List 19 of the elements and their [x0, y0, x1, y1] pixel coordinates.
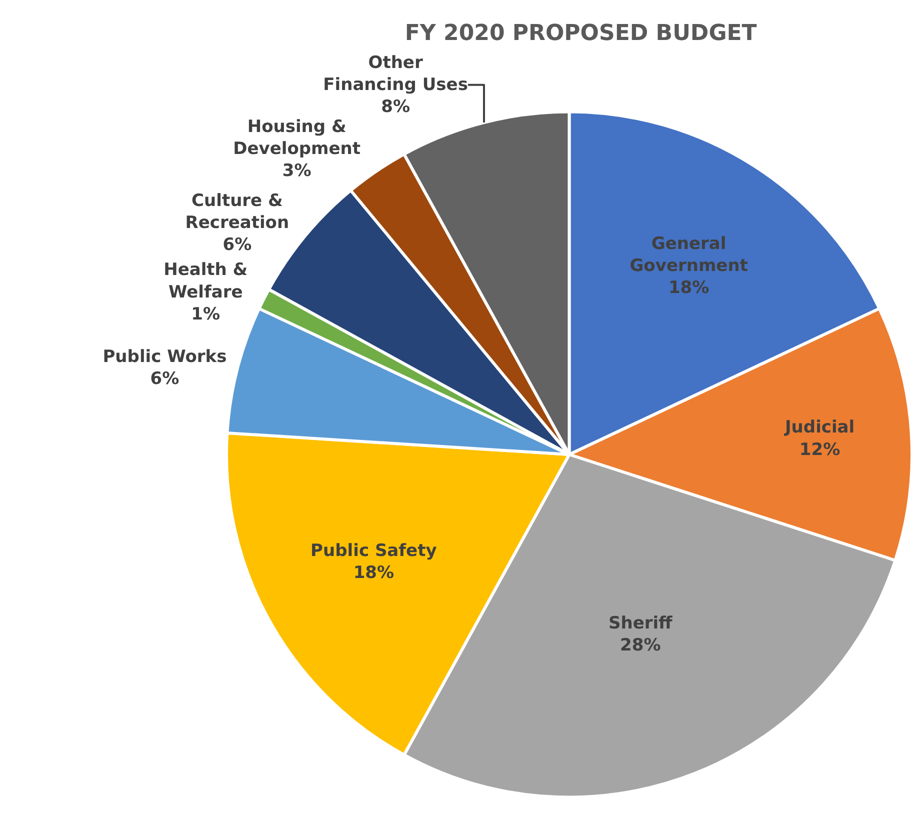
slice-label: Other Financing Uses [323, 52, 468, 95]
chart-title: FY 2020 PROPOSED BUDGET [404, 21, 757, 46]
slice-label: Health & Welfare [164, 260, 248, 302]
slice-label: Culture & Recreation [185, 190, 290, 233]
data-label: 6% [150, 369, 180, 390]
slice-label: General Government [630, 234, 748, 276]
slice-label: Housing & Development [233, 116, 361, 160]
data-label: 12% [799, 440, 840, 460]
slice-label: Judicial [784, 418, 855, 438]
data-label: 18% [668, 278, 710, 298]
slice-label: Public Works [102, 346, 227, 367]
data-label: 18% [353, 563, 394, 584]
slice-label: Sheriff [608, 613, 673, 634]
data-label: 28% [620, 636, 661, 656]
data-label: 6% [222, 235, 252, 256]
data-label: 8% [381, 96, 410, 117]
slice-label: Public Safety [310, 540, 437, 561]
data-label: 3% [282, 161, 312, 182]
data-label: 1% [191, 304, 220, 324]
